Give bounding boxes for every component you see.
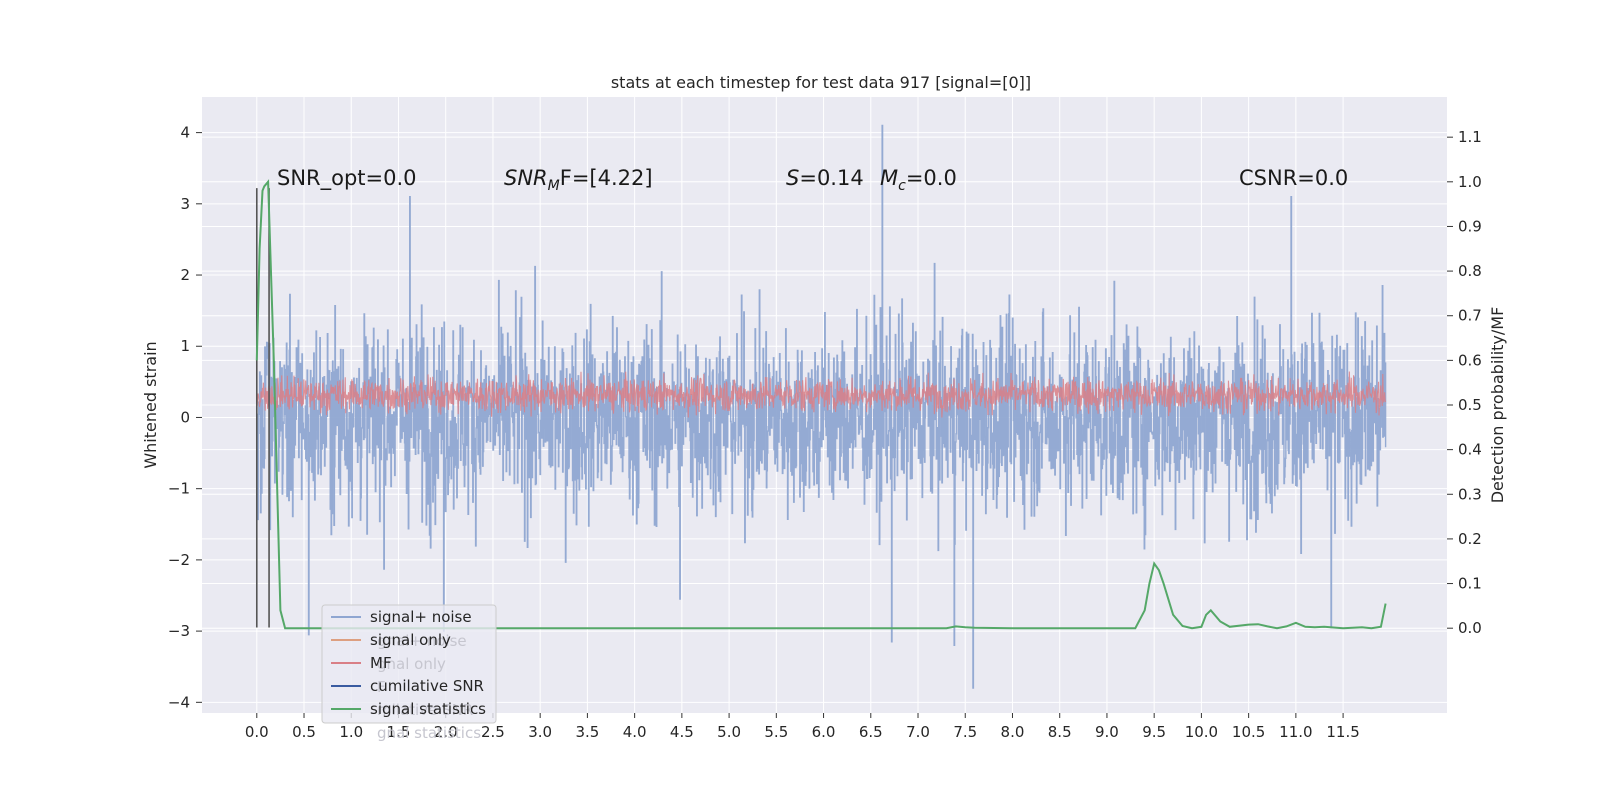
y2-tick-label: 0.1 [1458,575,1482,593]
x-tick-label: 10.0 [1185,723,1218,741]
annotation-s-val: =0.14 [799,166,863,190]
legend-ghost-label: gnal+ noise [377,632,467,650]
annotation-snr-mf-name: SNR [504,166,548,190]
legend-items: signal+ noise signal only MF cumilative SNR… [331,608,486,718]
y-tick-label: −1 [168,480,190,498]
legend-ghost-label: gnal only [377,655,446,673]
legend-ghost-label: gnal statistics [377,724,481,742]
annotation-snr-opt: SNR_opt=0.0 [277,166,417,191]
y2-tick-label: 0.2 [1458,530,1482,548]
y-tick-label: 4 [180,124,190,142]
legend-box [321,604,497,724]
x-tick-label: 10.5 [1232,723,1265,741]
x-tick-label: 9.0 [1095,723,1119,741]
y-tick-label: 2 [180,266,190,284]
y2-tick-label: 0.6 [1458,351,1482,369]
x-tick-label: 5.0 [717,723,741,741]
series-mf-line [256,371,1387,418]
x-tick-label: 7.5 [953,723,977,741]
x-tick-label: 5.5 [764,723,788,741]
legend-label: signal+ noise [370,608,472,626]
series-mf [256,371,1387,418]
y-tick-label: 3 [180,195,190,213]
x-tick-label: 6.5 [859,723,883,741]
annotation-mc: Mc=0.0 [880,166,957,194]
x-tick-label: 0.0 [245,723,269,741]
y2-tick-label: 0.9 [1458,217,1482,235]
x-tick-label: 3.5 [575,723,599,741]
y2-tick-label: 0.7 [1458,307,1482,325]
annotation-mc-val: =0.0 [906,166,957,190]
y-tick-label: 0 [180,408,190,426]
legend-label: signal statistics [370,700,486,718]
x-tick-label: 2.5 [481,723,505,741]
x-tick-label: 9.5 [1142,723,1166,741]
x-tick-label: 6.0 [812,723,836,741]
legend-label: MF [370,654,392,672]
annotation-snr-mf-tail: F=[4.22] [560,166,653,190]
annotations: SNR_opt=0.0 SNRMF=[4.22] S=0.14 Mc=0.0 C… [277,166,1348,194]
y2-axis-label: Detection probability/MF [1488,307,1507,504]
x-tick-labels: 0.0 0.5 1.0 1.5 2.0 2.5 3.0 3.5 4.0 4.5 5.0 5.5 6.0 6… [245,713,1360,741]
x-tick-label: 4.5 [670,723,694,741]
series-signal-statistics [255,179,1387,630]
x-tick-label: 1.0 [339,723,363,741]
annotation-s: S=0.14 [786,166,864,190]
series-signal-statistics-line [255,179,1387,630]
x-tick-label: 8.0 [1001,723,1025,741]
x-tick-label: 7.0 [906,723,930,741]
y-tick-label: −3 [168,622,190,640]
x-tick-label: 1.5 [387,723,411,741]
x-tick-label: 4.0 [623,723,647,741]
y2-tick-label: 0.0 [1458,619,1482,637]
legend-ghost-label: milative SNR [377,701,473,719]
y-tick-label: 1 [180,337,190,355]
y-tick-labels: 4 3 2 1 0 −1 −2 −3 −4 [168,124,202,711]
y2-tick-labels: 1.1 1.0 0.9 0.8 0.7 0.6 0.5 0.4 0.3 0.2 0.1 0.0 [1447,128,1482,637]
annotation-mc-name: M [880,166,898,190]
y2-tick-label: 0.8 [1458,262,1482,280]
x-tick-label: 2.0 [434,723,458,741]
event-markers [255,188,270,628]
annotation-csnr: CSNR=0.0 [1239,166,1348,190]
annotation-snr-mf: SNRMF=[4.22] [504,166,653,194]
legend-label: signal only [370,631,451,649]
y2-tick-label: 1.1 [1458,128,1482,146]
x-tick-label: 3.0 [528,723,552,741]
y2-tick-label: 1.0 [1458,173,1482,191]
chart-title: stats at each timestep for test data 917… [611,73,1031,92]
y2-tick-label: 0.5 [1458,396,1482,414]
y-axis-label: Whitened strain [141,341,160,468]
y2-tick-label: 0.4 [1458,441,1482,459]
legend-label: cumilative SNR [370,677,484,695]
legend-ghost-label: F [377,678,386,696]
annotation-snr-mf-sub: M [548,178,560,194]
x-tick-label: 0.5 [292,723,316,741]
annotation-s-name: S [786,166,799,190]
x-tick-label: 11.5 [1326,723,1359,741]
y2-tick-label: 0.3 [1458,485,1482,503]
y-tick-label: −2 [168,551,190,569]
annotation-mc-sub: c [898,178,906,194]
y-tick-label: −4 [168,693,190,711]
x-tick-label: 8.5 [1048,723,1072,741]
x-tick-label: 11.0 [1279,723,1312,741]
